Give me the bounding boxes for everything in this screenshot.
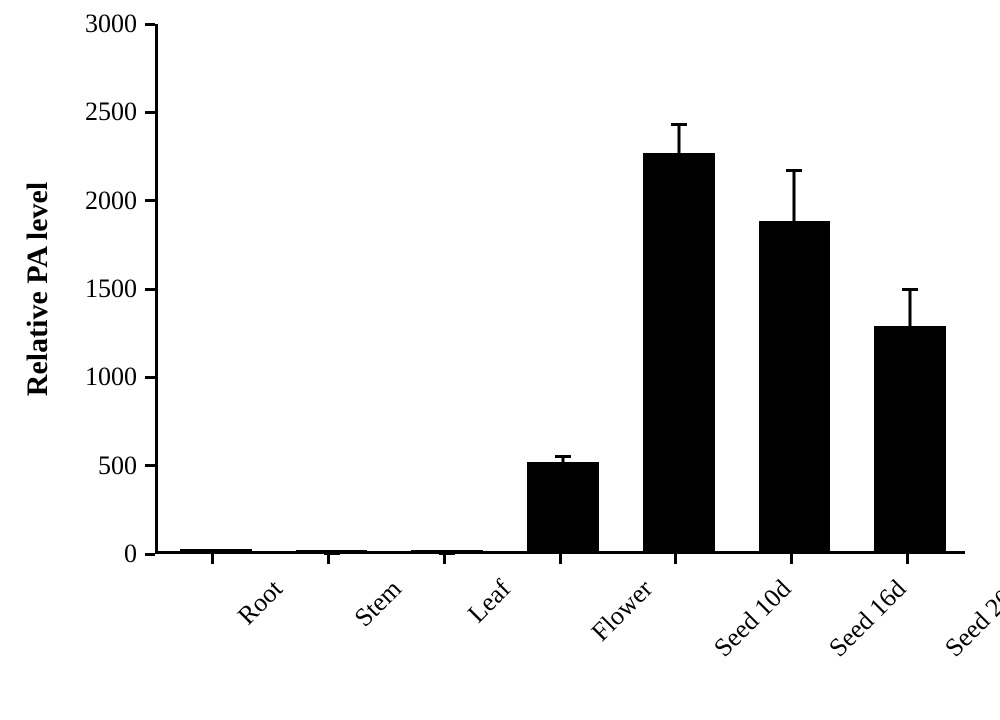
bar (874, 326, 946, 551)
y-tick (145, 376, 155, 379)
x-tick (906, 554, 909, 564)
y-tick-label: 2000 (0, 186, 137, 216)
y-tick (145, 23, 155, 26)
x-tick-label: Seed 10d (708, 574, 797, 663)
y-tick (145, 553, 155, 556)
x-tick (674, 554, 677, 564)
y-tick (145, 288, 155, 291)
x-tick-label: Flower (586, 574, 659, 647)
x-tick-label: Stem (348, 574, 407, 633)
x-tick-label: Root (232, 574, 289, 631)
y-tick (145, 464, 155, 467)
x-tick-label: Leaf (462, 574, 517, 629)
y-tick-label: 500 (0, 451, 137, 481)
bar (759, 221, 831, 551)
plot-area (155, 24, 965, 554)
x-tick (790, 554, 793, 564)
y-tick-label: 1500 (0, 274, 137, 304)
y-tick (145, 199, 155, 202)
chart-container: Relative PA level 0500100015002000250030… (0, 0, 1000, 720)
bar (643, 153, 715, 551)
y-tick-label: 2500 (0, 97, 137, 127)
y-tick-label: 1000 (0, 362, 137, 392)
x-tick (327, 554, 330, 564)
x-tick-label: Seed 16d (824, 574, 913, 663)
x-tick (559, 554, 562, 564)
y-tick-label: 3000 (0, 9, 137, 39)
y-tick-label: 0 (0, 539, 137, 569)
y-tick (145, 111, 155, 114)
x-tick (443, 554, 446, 564)
x-tick (211, 554, 214, 564)
bar (527, 462, 599, 551)
x-tick-label: Seed 20d (939, 574, 1000, 663)
